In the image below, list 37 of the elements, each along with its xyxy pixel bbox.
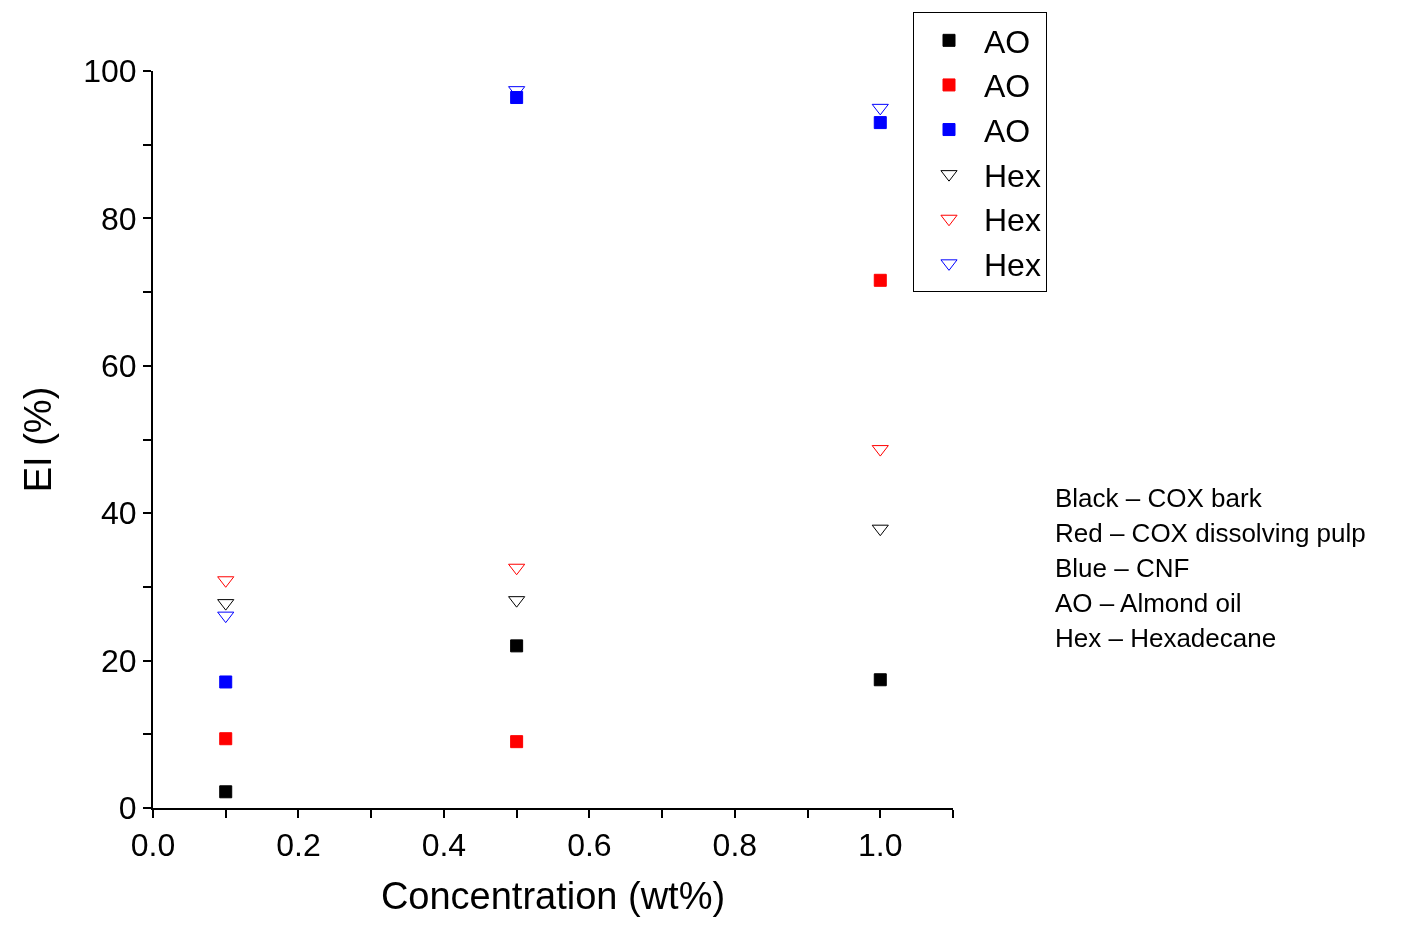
y-tick-label: 20 — [101, 642, 137, 679]
y-tick-label: 60 — [101, 348, 137, 384]
legend-label: Hex — [984, 246, 1041, 283]
x-tick-label: 0.8 — [712, 827, 758, 864]
y-tick-label: 0 — [118, 790, 137, 827]
x-tick-label: 0.6 — [567, 827, 612, 864]
legend-label: Hex — [984, 202, 1041, 239]
point — [873, 116, 887, 130]
text: Black – COX bark — [1055, 483, 1263, 513]
point — [510, 735, 524, 749]
legend-label: Hex — [984, 157, 1041, 194]
y-axis-title: EI (%) — [16, 386, 59, 493]
text: AO – Almond oil — [1055, 588, 1242, 618]
point — [873, 273, 887, 287]
x-axis-title: Concentration (wt%) — [380, 875, 726, 917]
legend-label: AO — [984, 23, 1031, 60]
y-tick-label: 40 — [101, 495, 137, 532]
point — [219, 785, 233, 799]
text: Blue – CNF — [1055, 553, 1190, 583]
y-tick-label: 80 — [101, 200, 137, 237]
point — [510, 639, 524, 653]
x-tick-label: 1.0 — [858, 827, 903, 864]
point — [217, 611, 235, 624]
point — [871, 103, 889, 116]
legend-label: AO — [984, 68, 1031, 105]
text: Red – COX dissolving pulp — [1055, 518, 1366, 548]
point — [219, 732, 233, 746]
x-tick-label: 0.4 — [421, 827, 467, 864]
point — [508, 563, 526, 576]
point — [219, 675, 233, 689]
x-tick-label: 0.0 — [130, 827, 176, 864]
text: Hex – Hexadecane — [1055, 623, 1277, 653]
y-tick-label: 100 — [83, 53, 137, 90]
legend-label: AO — [984, 113, 1031, 150]
x-tick-label: 0.2 — [276, 827, 321, 864]
point — [873, 673, 887, 687]
point — [871, 524, 889, 537]
